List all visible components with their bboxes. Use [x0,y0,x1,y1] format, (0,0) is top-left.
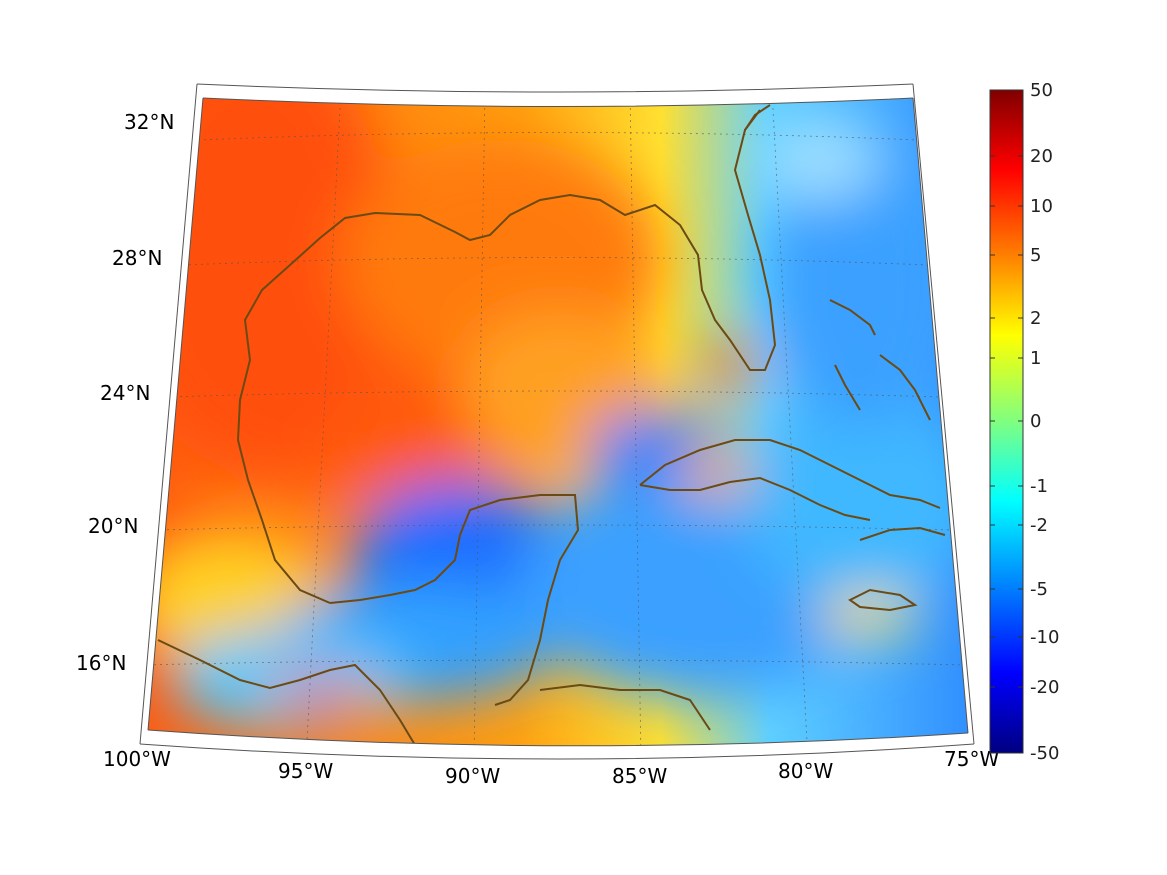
lat-tick-labels: 32°N 28°N 24°N 20°N 16°N [76,110,174,675]
colorbar-label: -20 [1030,677,1059,698]
colorbar-label: -2 [1030,515,1048,536]
lon-tick-label: 85°W [612,764,667,788]
lat-tick-label: 28°N [112,246,162,270]
lon-tick-label: 100°W [103,747,171,771]
lon-tick-label: 80°W [778,759,833,783]
lon-tick-label: 90°W [445,764,500,788]
lat-tick-label: 32°N [124,110,174,134]
lat-tick-label: 24°N [100,381,150,405]
lat-tick-label: 20°N [88,514,138,538]
colorbar-label: 50 [1030,80,1053,101]
colorbar-label: -5 [1030,579,1048,600]
lat-tick-label: 16°N [76,651,126,675]
colorbar-label: 5 [1030,245,1041,266]
coastlines [157,104,946,746]
colorbar-label: 2 [1030,308,1041,329]
colorbar-label: -50 [1030,743,1059,764]
colorbar-label: -10 [1030,627,1059,648]
colorbar-label: 1 [1030,348,1041,369]
colorbar-label: 0 [1030,411,1041,432]
lon-tick-label: 95°W [278,759,333,783]
colorbar-label: 20 [1030,146,1053,167]
map-frame [139,83,975,760]
colorbar-label: 10 [1030,196,1053,217]
lon-tick-labels: 100°W 95°W 90°W 85°W 80°W 75°W [103,747,999,788]
colorbar-label: -1 [1030,476,1048,497]
graticule [148,98,965,746]
